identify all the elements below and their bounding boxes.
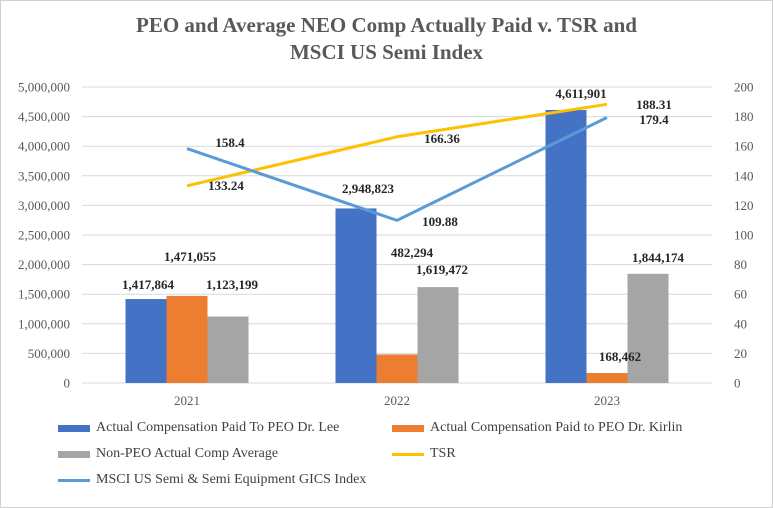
legend-item-msci: MSCI US Semi & Semi Equipment GICS Index — [58, 472, 366, 488]
legend-item-neo: Non-PEO Actual Comp Average — [58, 446, 278, 462]
y-right-tick-label: 60 — [734, 287, 747, 302]
legend-label-kirlin: Actual Compensation Paid to PEO Dr. Kirl… — [430, 420, 683, 435]
legend-label-lee: Actual Compensation Paid To PEO Dr. Lee — [96, 420, 340, 435]
line-label-tsr: 133.24 — [208, 178, 244, 193]
y-right-tick-label: 120 — [734, 198, 754, 213]
legend-item-lee: Actual Compensation Paid To PEO Dr. Lee — [58, 420, 339, 436]
bar-lee — [335, 208, 377, 383]
y-right-tick-label: 40 — [734, 316, 747, 331]
x-tick-label: 2023 — [594, 393, 620, 408]
line-tsr — [186, 102, 608, 188]
legend-label-tsr: TSR — [430, 446, 456, 461]
y-left-tick-label: 3,500,000 — [18, 168, 70, 183]
chart-title-line1: PEO and Average NEO Comp Actually Paid v… — [136, 13, 637, 37]
y-right-tick-label: 80 — [734, 257, 747, 272]
bar-label-neo: 1,844,174 — [632, 250, 685, 265]
legend-swatch-tsr — [392, 452, 424, 456]
y-left-tick-label: 3,000,000 — [18, 198, 70, 213]
bar-label-neo: 1,619,472 — [416, 262, 468, 277]
legend-item-tsr: TSR — [392, 446, 456, 462]
legend-label-neo: Non-PEO Actual Comp Average — [96, 446, 279, 461]
legend-swatch-msci — [58, 478, 90, 482]
bar-label-kirlin: 482,294 — [391, 245, 434, 260]
legend-swatch-neo — [58, 450, 90, 458]
y-left-tick-label: 500,000 — [28, 346, 70, 361]
bar-neo — [207, 316, 249, 383]
x-tick-label: 2021 — [174, 393, 200, 408]
line-label-msci: 158.4 — [215, 135, 245, 150]
legend-swatch-lee — [58, 424, 90, 432]
line-label-msci: 179.4 — [639, 112, 669, 127]
y-left-tick-label: 2,500,000 — [18, 228, 70, 243]
bar-neo — [417, 287, 459, 383]
chart-plot: 0 500,000 1,000,000 1,500,000 2,000,000 2,500… — [18, 80, 754, 409]
bar-label-lee: 4,611,901 — [555, 86, 606, 101]
y-right-tick-label: 20 — [734, 346, 747, 361]
bar-kirlin — [586, 373, 628, 383]
y-left-tick-label: 0 — [64, 376, 71, 391]
chart-title-line2: MSCI US Semi Index — [289, 40, 484, 64]
bar-label-kirlin: 1,471,055 — [164, 249, 217, 264]
bar-lee — [545, 109, 587, 383]
bar-lee — [125, 299, 167, 383]
bar-label-neo: 1,123,199 — [206, 277, 259, 292]
y-right-tick-label: 160 — [734, 139, 754, 154]
line-label-tsr: 188.31 — [636, 97, 672, 112]
y-left-tick-label: 1,500,000 — [18, 287, 70, 302]
y-right-tick-label: 140 — [734, 168, 754, 183]
chart-title: PEO and Average NEO Comp Actually Paid v… — [0, 12, 773, 66]
bar-label-lee: 2,948,823 — [342, 181, 395, 196]
y-right-tick-label: 100 — [734, 228, 754, 243]
y-left-tick-label: 1,000,000 — [18, 316, 70, 331]
y-left-tick-label: 2,000,000 — [18, 257, 70, 272]
y-left-tick-label: 4,500,000 — [18, 109, 70, 124]
x-tick-label: 2022 — [384, 393, 410, 408]
bar-kirlin — [376, 354, 418, 383]
bar-kirlin — [166, 295, 208, 383]
line-label-msci: 109.88 — [422, 214, 458, 229]
bar-label-kirlin: 168,462 — [599, 349, 641, 364]
legend-item-kirlin: Actual Compensation Paid to PEO Dr. Kirl… — [392, 420, 682, 436]
y-right-tick-label: 180 — [734, 109, 754, 124]
y-right-tick-label: 200 — [734, 80, 754, 95]
bar-neo — [627, 273, 669, 383]
line-label-tsr: 166.36 — [424, 131, 460, 146]
y-left-tick-label: 5,000,000 — [18, 80, 70, 95]
line-msci — [186, 116, 608, 222]
y-left-tick-label: 4,000,000 — [18, 139, 70, 154]
legend-label-msci: MSCI US Semi & Semi Equipment GICS Index — [96, 472, 367, 487]
y-right-tick-label: 0 — [734, 376, 741, 391]
bar-label-lee: 1,417,864 — [122, 277, 175, 292]
legend-swatch-kirlin — [392, 424, 424, 432]
